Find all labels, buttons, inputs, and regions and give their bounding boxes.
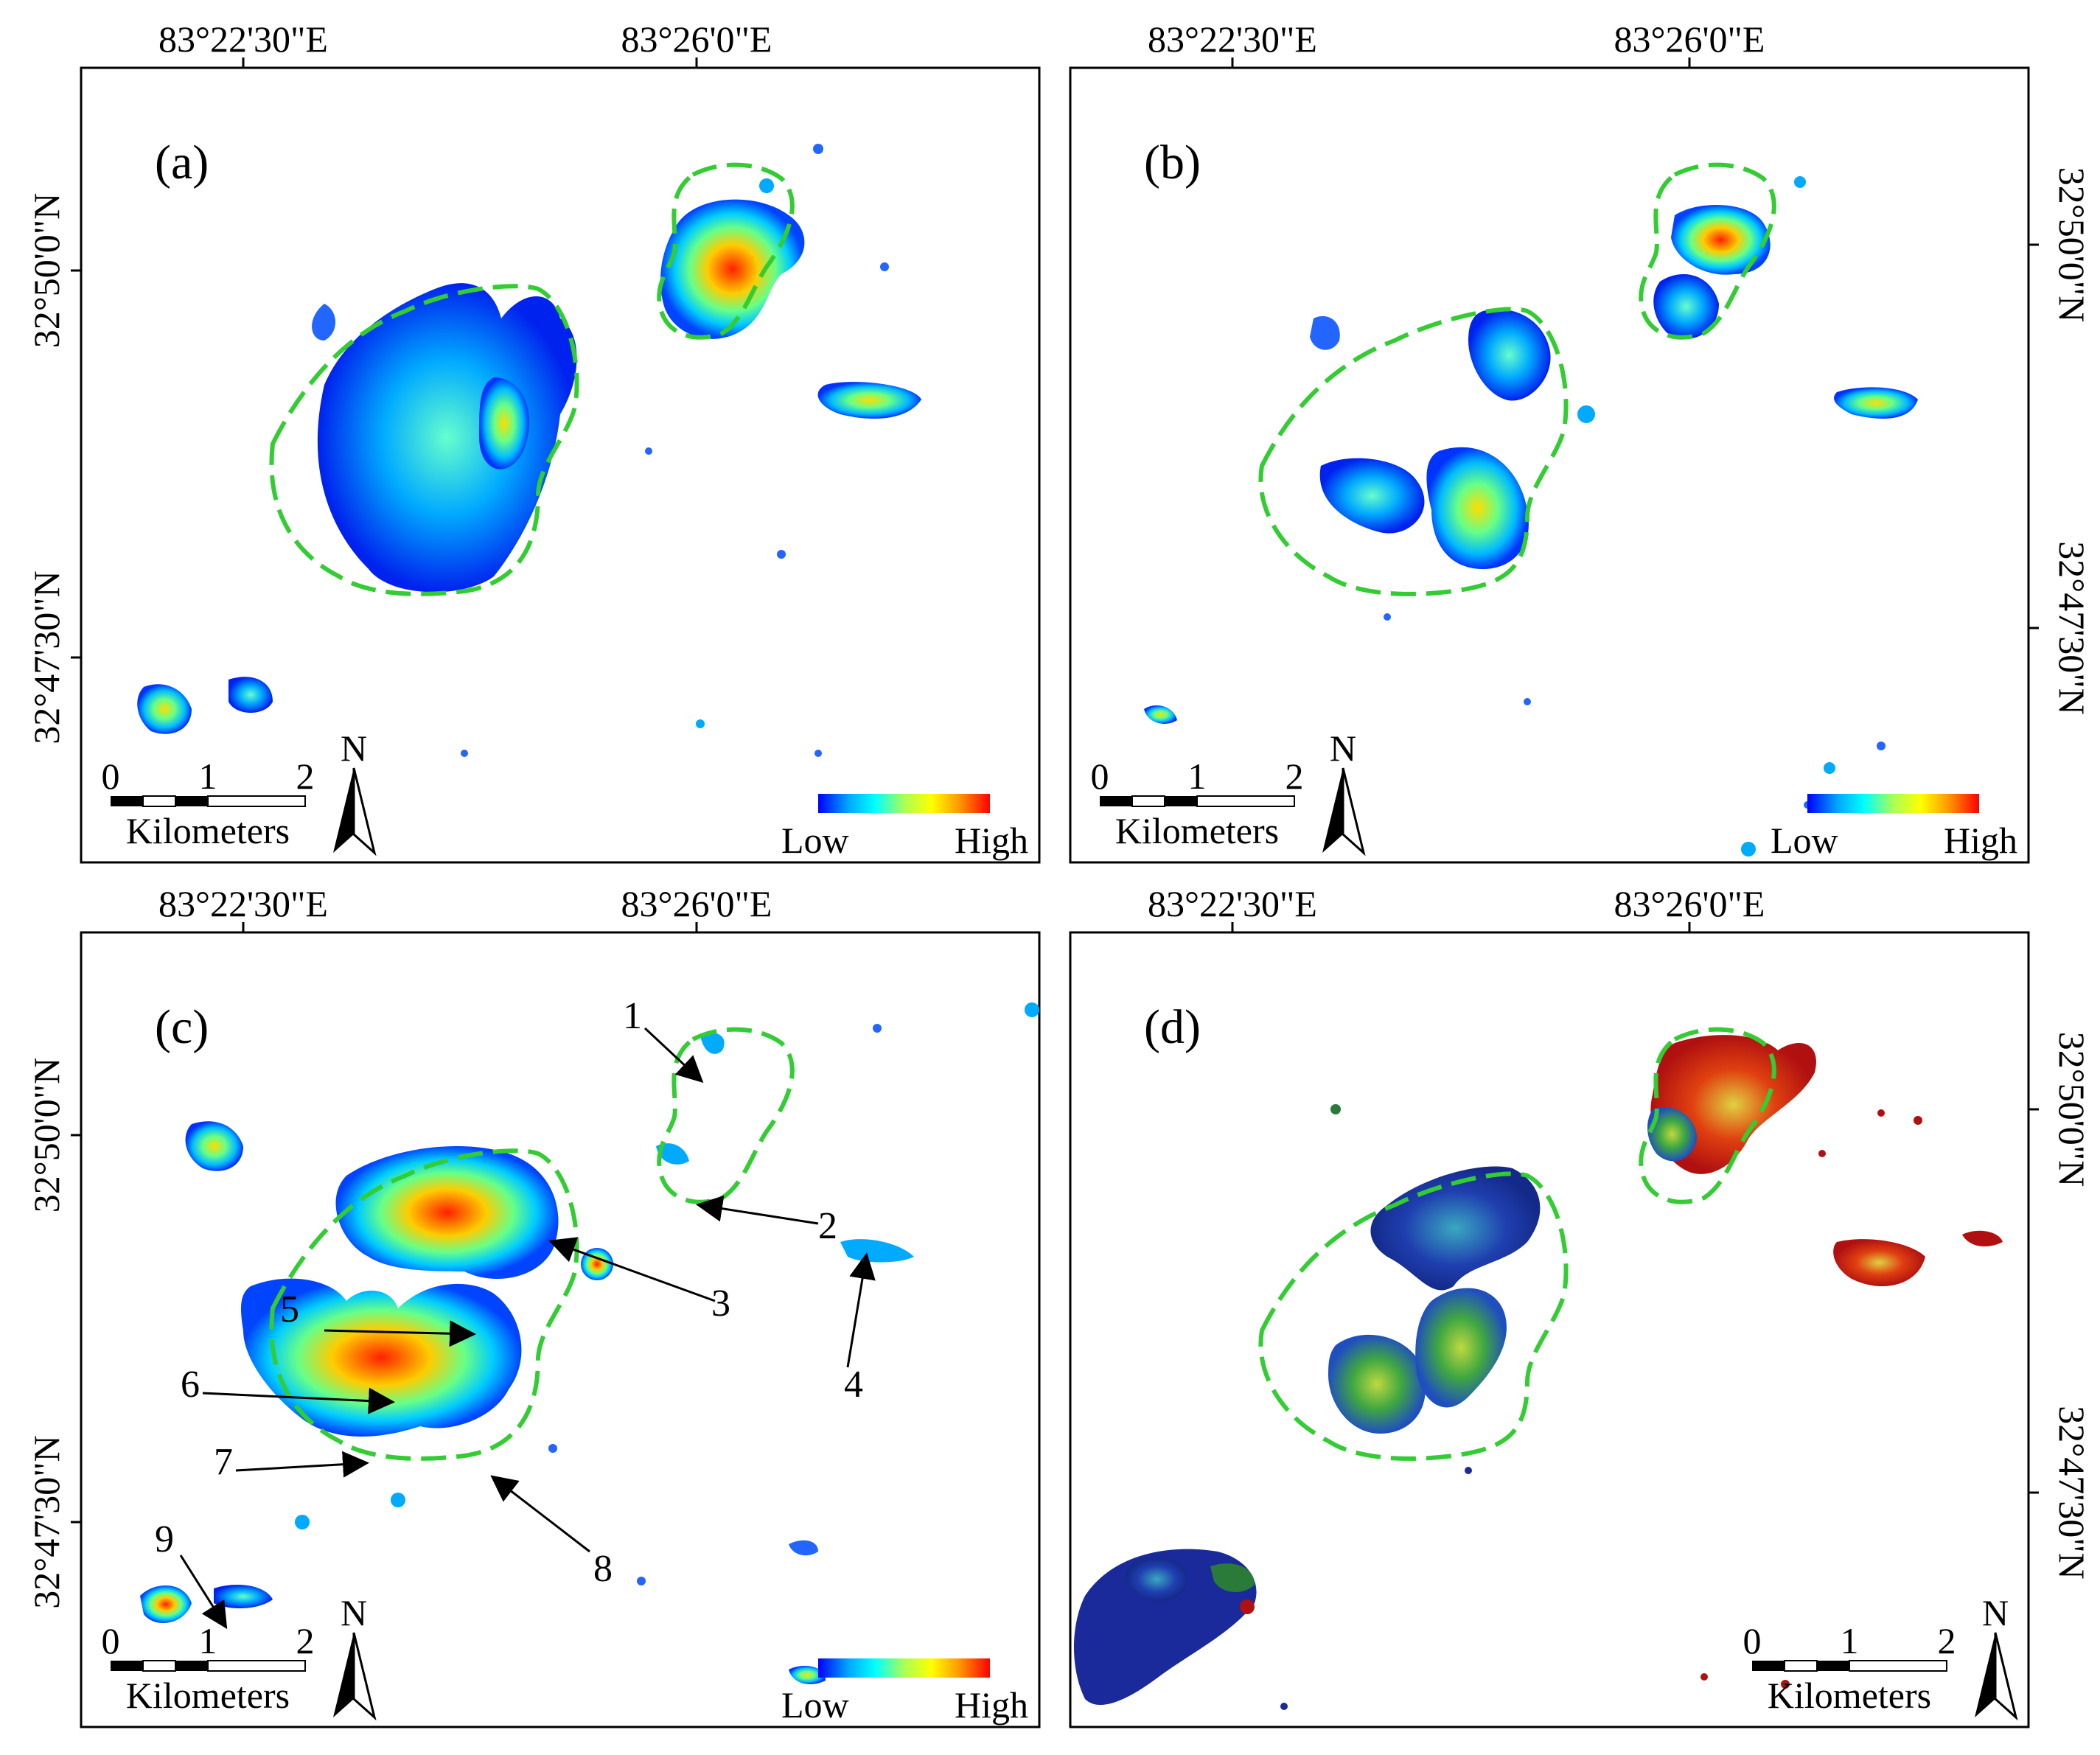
north-label: N <box>1982 1592 2009 1633</box>
panel-d: 83°22'30"E 83°26'0"E 32°50'0"N 32°47'30"… <box>1069 883 2093 1728</box>
legend-low: Low <box>781 1684 849 1726</box>
scale-number: 0 <box>102 756 120 797</box>
scale-number: 2 <box>1938 1620 1956 1661</box>
callout-label: 3 <box>711 1283 730 1325</box>
scale-number: 0 <box>1743 1620 1762 1661</box>
callout-label: 5 <box>280 1288 299 1330</box>
scale-bar: 0 1 2 Kilometers <box>102 756 315 851</box>
top-tick-label: 83°26'0"E <box>1614 18 1765 60</box>
scale-number: 1 <box>1841 1620 1859 1661</box>
callout-label: 9 <box>155 1518 174 1560</box>
north-label: N <box>341 1592 367 1633</box>
panel-c: 83°22'30"E 83°26'0"E 32°50'0"N 32°47'30"… <box>26 883 1041 1728</box>
scale-unit: Kilometers <box>126 1675 290 1716</box>
scale-number: 0 <box>102 1620 120 1661</box>
legend-high: High <box>955 820 1028 861</box>
scale-number: 2 <box>296 1620 315 1661</box>
callout-label: 1 <box>623 995 642 1037</box>
top-tick-label: 83°26'0"E <box>1614 883 1765 924</box>
right-tick-label: 32°50'0"N <box>2051 1032 2093 1187</box>
scale-bar: 0 1 2 Kilometers <box>1743 1620 1956 1716</box>
legend-low: Low <box>1771 820 1838 861</box>
map-frame <box>1069 66 2030 864</box>
map-frame <box>80 66 1041 864</box>
panel-label: (c) <box>155 1000 209 1054</box>
color-legend: Low High <box>781 1658 1028 1726</box>
north-arrow-icon: N <box>1975 1592 2018 1721</box>
left-tick-label: 32°50'0"N <box>26 1058 67 1213</box>
raster-patches <box>137 144 921 757</box>
callout-label: 4 <box>844 1364 863 1406</box>
top-tick-label: 83°26'0"E <box>621 883 772 924</box>
top-tick-label: 83°22'30"E <box>1148 18 1317 60</box>
scale-number: 1 <box>1188 756 1207 797</box>
scale-bar: 0 1 2 Kilometers <box>102 1620 315 1716</box>
north-label: N <box>1330 728 1356 769</box>
scale-number: 1 <box>199 1620 217 1661</box>
color-legend: Low High <box>1771 794 2017 861</box>
legend-high: High <box>955 1684 1028 1726</box>
callout-label: 6 <box>181 1364 200 1406</box>
study-area-outline <box>269 1027 795 1461</box>
scale-bar: 0 1 2 Kilometers <box>1091 756 1304 851</box>
left-tick-label: 32°47'30"N <box>26 571 67 744</box>
north-arrow-icon: N <box>333 728 377 856</box>
scale-number: 2 <box>296 756 315 797</box>
scale-unit: Kilometers <box>126 810 290 851</box>
north-arrow-icon: N <box>1322 728 1366 856</box>
legend-low: Low <box>781 820 849 861</box>
top-tick-label: 83°22'30"E <box>1148 883 1317 924</box>
north-label: N <box>341 728 367 769</box>
study-area-outline <box>1258 162 1776 596</box>
study-area-outline <box>1258 1027 1776 1461</box>
left-tick-label: 32°50'0"N <box>26 193 67 349</box>
scale-number: 1 <box>199 756 217 797</box>
panel-label: (a) <box>155 136 209 189</box>
right-tick-label: 32°47'30"N <box>2051 1406 2093 1580</box>
left-tick-label: 32°47'30"N <box>26 1435 67 1609</box>
callouts <box>179 1027 876 1630</box>
top-tick-label: 83°22'30"E <box>158 18 328 60</box>
scale-unit: Kilometers <box>1115 810 1279 851</box>
right-tick-label: 32°47'30"N <box>2051 541 2093 715</box>
callout-label: 2 <box>818 1205 837 1247</box>
panel-label: (b) <box>1144 136 1201 189</box>
scale-number: 0 <box>1091 756 1109 797</box>
color-legend: Low High <box>781 794 1028 861</box>
raster-patches <box>1144 176 1918 856</box>
scale-number: 2 <box>1286 756 1304 797</box>
study-area-outline <box>269 162 795 596</box>
panel-label: (d) <box>1144 1000 1201 1054</box>
legend-high: High <box>1944 820 2017 861</box>
panel-a: 83°22'30"E 83°26'0"E 32°50'0"N 32°47'30"… <box>26 18 1041 864</box>
callout-label: 7 <box>214 1441 233 1483</box>
top-tick-label: 83°26'0"E <box>621 18 772 60</box>
top-tick-label: 83°22'30"E <box>158 883 328 924</box>
right-tick-label: 32°50'0"N <box>2051 167 2093 323</box>
map-frame <box>80 931 1041 1728</box>
panel-b: 83°22'30"E 83°26'0"E 32°50'0"N 32°47'30"… <box>1069 18 2093 864</box>
callout-label: 8 <box>593 1548 613 1590</box>
scale-unit: Kilometers <box>1768 1675 1931 1716</box>
north-arrow-icon: N <box>333 1592 377 1721</box>
